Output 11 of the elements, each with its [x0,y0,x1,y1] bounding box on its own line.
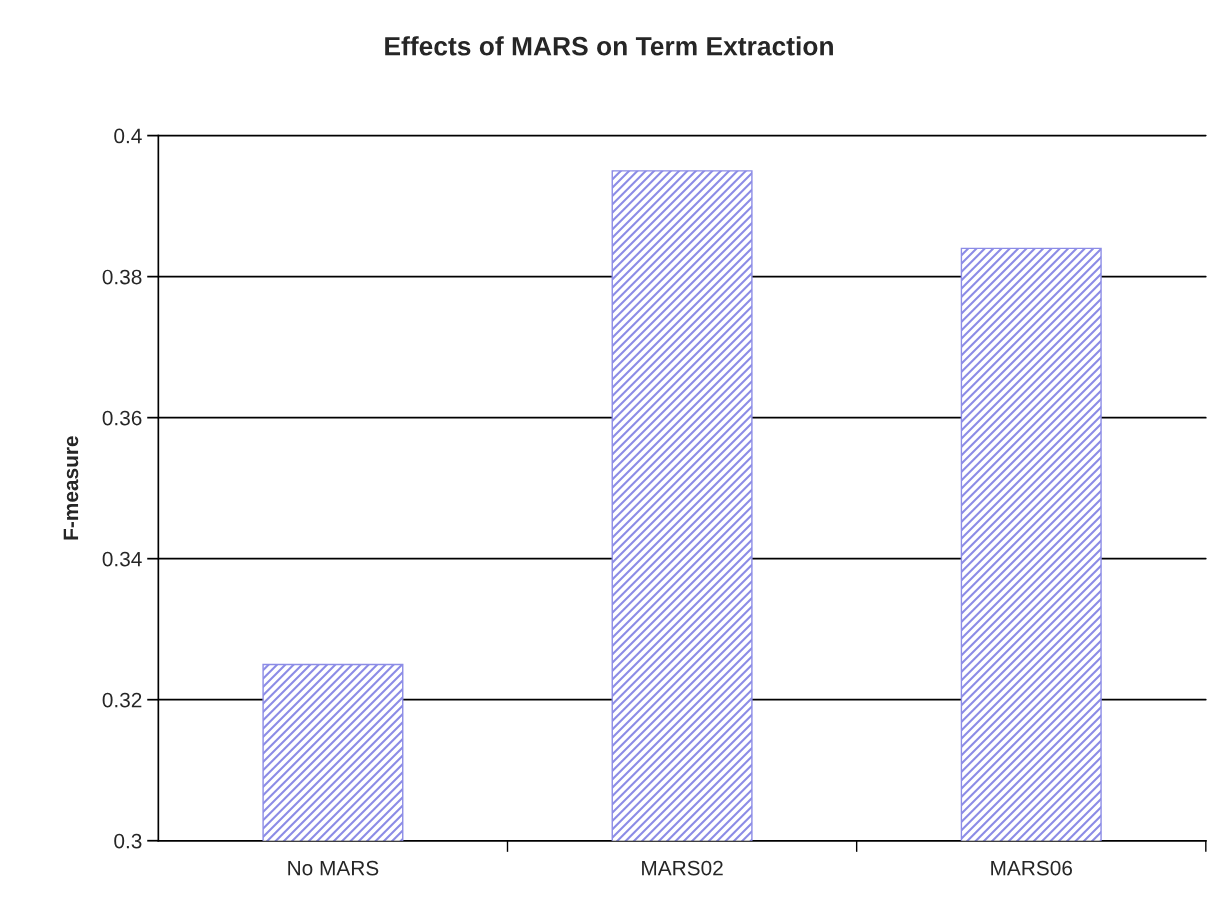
x-tick-label: MARS06 [991,860,1073,876]
x-tick-label: No MARS [288,860,379,876]
y-tick-label: 0.36 [102,410,142,426]
x-tick-label: MARS02 [642,860,723,876]
y-tick-label: 0.32 [102,692,142,708]
y-tick-label: 0.34 [102,551,142,567]
y-tick-label: 0.3 [114,833,142,849]
chart-title: Effects of MARS on Term Extraction [385,36,833,56]
y-tick-label: 0.38 [102,269,142,285]
y-axis-title: F-measure [63,436,79,540]
y-tick-label: 0.4 [114,128,142,144]
